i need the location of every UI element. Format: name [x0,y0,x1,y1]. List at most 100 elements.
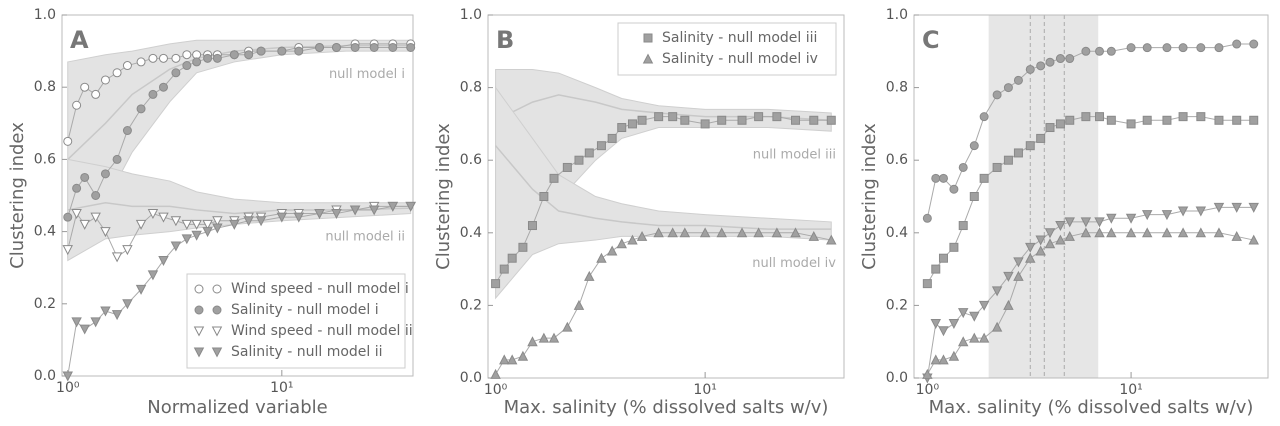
marker [1214,115,1224,125]
marker [1081,46,1091,56]
marker [1161,227,1173,238]
marker [63,136,73,146]
legend-marker [643,33,653,43]
y-tick-label: 0.0 [34,368,56,384]
marker [527,336,538,347]
y-tick-label: 0.2 [460,297,482,313]
marker [1232,115,1242,125]
marker [191,230,202,241]
marker [562,321,573,332]
marker [122,61,132,71]
marker [1013,148,1023,158]
marker [938,173,948,183]
marker [826,115,836,125]
legend-box [186,273,406,369]
marker [158,53,168,63]
marker [584,148,594,158]
marker [991,321,1003,332]
marker [63,212,73,222]
marker [1162,43,1172,53]
marker [969,311,980,322]
marker [958,162,968,172]
marker [1080,217,1092,228]
x-tick-label: 10⁰ [56,380,80,396]
marker [1213,202,1225,213]
marker [1126,119,1136,129]
marker [922,279,932,289]
marker [112,68,122,78]
legend-marker [212,305,222,315]
x-tick-label: 10¹ [693,382,716,398]
marker [627,234,638,245]
marker [1141,227,1153,238]
marker [809,115,819,125]
marker [79,219,90,230]
marker [948,350,960,361]
marker [616,238,627,249]
marker [922,368,933,379]
marker [148,53,158,63]
marker [527,221,537,231]
marker [949,184,959,194]
marker [992,90,1002,100]
legend-label: Salinity - null model i [231,302,379,318]
marker [122,126,132,136]
plot-frame [487,14,845,379]
marker [136,104,146,114]
marker [1055,234,1066,245]
marker [90,317,101,328]
marker [1045,123,1055,133]
marker [192,57,202,67]
marker [1003,83,1013,93]
marker [1214,43,1224,53]
legend-label: Salinity - null model iii [662,30,817,46]
marker [596,252,607,263]
marker [491,279,501,289]
null-mean [495,94,832,122]
marker [91,191,101,200]
marker [1106,227,1117,238]
marker [181,234,193,245]
legend-label: Salinity - null model ii [231,344,383,360]
marker [754,112,764,122]
marker [736,227,748,238]
marker [931,173,941,183]
y-tick-label: 0.6 [34,151,56,167]
marker [1064,217,1075,228]
marker [244,50,254,60]
marker [277,46,287,56]
marker [1055,54,1065,64]
null-mean [67,201,411,215]
marker [1065,115,1075,125]
marker [111,252,123,263]
marker [667,227,678,238]
marker [79,324,90,335]
marker [1178,112,1188,122]
marker [1013,257,1024,268]
marker [100,75,110,85]
marker [1003,299,1014,310]
marker [771,227,783,238]
marker [122,245,133,256]
marker [331,209,342,220]
marker [1094,217,1105,228]
marker [243,216,254,227]
marker [1142,43,1152,53]
y-tick-label: 0.6 [886,152,908,168]
marker [350,42,360,52]
marker [1195,206,1207,217]
marker [1249,39,1259,49]
legend-label: Wind speed - null model i [231,281,409,297]
marker [147,209,159,220]
marker [100,227,111,238]
marker [1231,230,1242,241]
marker [636,230,648,241]
marker [1055,119,1065,129]
marker [499,264,509,274]
x-tick-label: 10¹ [270,380,293,396]
marker [100,169,110,179]
marker [1196,43,1206,53]
y-tick-label: 0.8 [886,80,908,96]
legend-marker [212,284,222,294]
marker [517,350,529,361]
